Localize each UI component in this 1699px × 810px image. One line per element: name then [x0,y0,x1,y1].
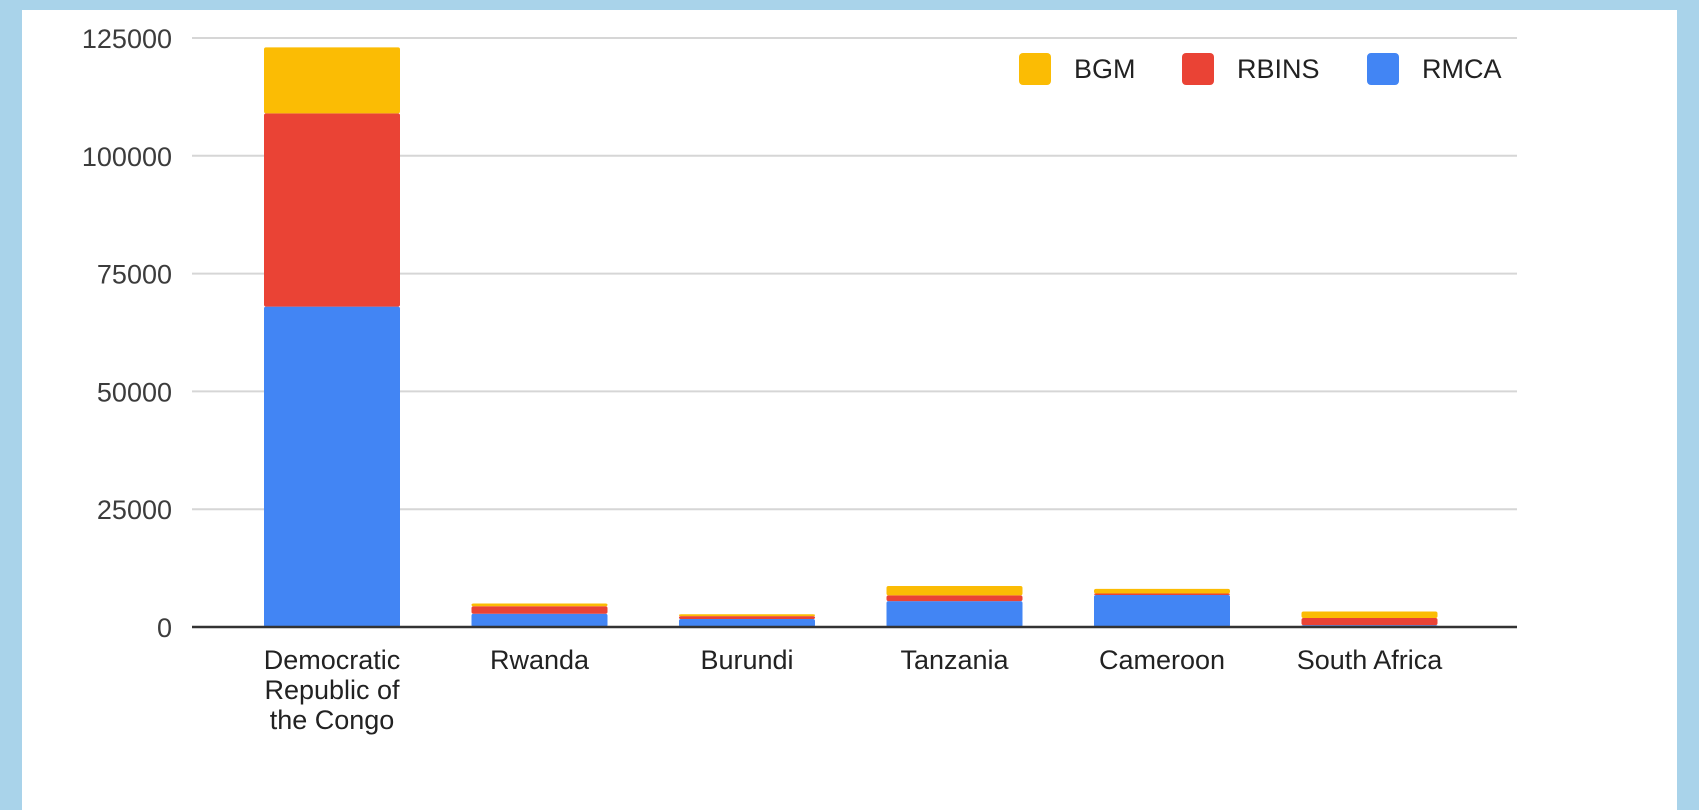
x-category-label-line: the Congo [270,705,395,735]
legend-label: RBINS [1237,54,1320,84]
bar-segment-rbins [1094,593,1230,595]
x-category-label-line: Tanzania [900,645,1009,675]
bar-segment-bgm [264,47,400,114]
y-tick-label: 0 [157,613,172,643]
y-tick-label: 100000 [82,142,172,172]
bar-segment-rmca [471,613,608,627]
x-category-label: Burundi [700,645,793,675]
legend-item-rbins: RBINS [1182,53,1320,85]
legend-item-bgm: BGM [1019,53,1136,85]
legend-swatch [1182,53,1214,85]
x-category-label: Cameroon [1099,645,1225,675]
bar-segment-bgm [471,603,608,607]
legend-label: RMCA [1422,54,1502,84]
bar-segment-bgm [1301,611,1438,619]
bar-segment-rmca [886,601,1023,627]
bar-segment-bgm [886,586,1023,596]
legend-label: BGM [1074,54,1136,84]
x-category-label-line: Democratic [264,645,401,675]
legend-item-rmca: RMCA [1367,53,1502,85]
x-category-label-line: Republic of [264,675,400,705]
x-category-label: Democratic Republic of the Congo [264,645,401,735]
y-tick-label: 75000 [97,260,172,290]
bar-segment-bgm [1094,588,1230,594]
bar-segment-rbins [264,113,400,307]
bar-segment-rmca [679,618,815,627]
x-axis-category-labels: Democratic Republic of the Congo Rwanda Buru… [264,645,1444,735]
legend-swatch [1367,53,1399,85]
legend-swatch [1019,53,1051,85]
y-axis-tick-labels: 0 25000 50000 75000 100000 125000 [82,24,172,643]
gridlines [192,37,1517,511]
x-category-label-line: Rwanda [490,645,590,675]
bar-segment-rbins [886,595,1023,602]
bar-segment-rbins [471,606,608,614]
bar-segment-bgm [679,614,815,617]
x-category-label: South Africa [1297,645,1444,675]
bar-segment-rbins [1301,618,1438,626]
chart-panel: 0 25000 50000 75000 100000 125000 Democratic R… [22,10,1677,810]
x-category-label-line: South Africa [1297,645,1444,675]
y-tick-label: 25000 [97,495,172,525]
bar-segment-rmca [264,306,400,627]
x-category-label: Tanzania [900,645,1009,675]
x-category-label-line: Burundi [700,645,793,675]
legend: BGM RBINS RMCA [1019,53,1502,85]
y-tick-label: 125000 [82,24,172,54]
bars [264,47,1438,627]
y-tick-label: 50000 [97,377,172,407]
bar-segment-rbins [679,616,815,619]
x-category-label: Rwanda [490,645,590,675]
x-category-label-line: Cameroon [1099,645,1225,675]
bar-segment-rmca [1094,594,1230,627]
